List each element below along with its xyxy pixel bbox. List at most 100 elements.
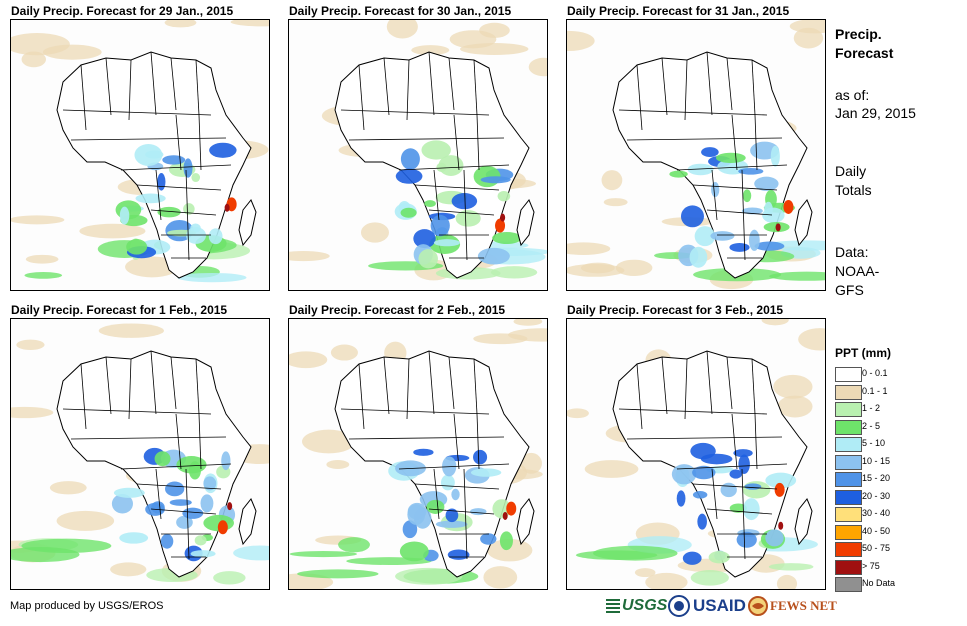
forecast-map-6: [566, 318, 826, 590]
heavy-precip-patch: [774, 482, 785, 497]
country-border: [754, 413, 758, 470]
usgs-logo-text: USGS: [622, 597, 668, 614]
panel-title-6: Daily Precip. Forecast for 3 Feb., 2015: [567, 303, 784, 317]
country-border: [170, 356, 177, 410]
country-border: [731, 114, 738, 171]
panel-title-2: Daily Precip. Forecast for 30 Jan., 2015: [289, 4, 512, 18]
country-border: [636, 64, 643, 131]
precip-patch: [754, 241, 785, 251]
country-border: [136, 184, 222, 191]
precip-patch: [449, 30, 497, 49]
precip-patch: [426, 499, 445, 514]
legend-label: 2 - 5: [862, 420, 881, 431]
country-border: [105, 356, 112, 415]
country-border: [692, 184, 778, 191]
usgs-logo: USGS: [606, 593, 667, 619]
country-border: [661, 57, 668, 116]
precip-patch: [164, 20, 197, 28]
country-border: [414, 184, 500, 191]
precip-patch: [680, 205, 704, 228]
country-border: [453, 413, 460, 470]
legend-label: 40 - 50: [862, 525, 891, 536]
country-border: [383, 356, 390, 415]
legend-swatch: [835, 437, 862, 452]
madagascar-outline: [516, 498, 535, 546]
precip-patch: [508, 328, 547, 342]
precip-patch: [694, 226, 716, 247]
precip-patch: [183, 203, 195, 215]
precip-patch: [513, 319, 543, 326]
precip-patch: [435, 520, 468, 528]
precip-patch: [200, 494, 214, 513]
precip-patch: [593, 545, 678, 561]
country-border: [726, 57, 733, 111]
data-source-line1: NOAA-: [835, 263, 880, 279]
precip-patch: [191, 173, 201, 183]
country-border: [398, 164, 510, 171]
precip-patch: [25, 254, 59, 264]
precip-patch: [330, 344, 358, 361]
legend-swatch: [835, 577, 862, 592]
precip-patch: [21, 51, 46, 68]
country-border: [428, 350, 435, 415]
precip-patch: [528, 57, 547, 77]
precip-patch: [157, 172, 166, 191]
country-border: [175, 114, 182, 171]
country-border: [185, 468, 190, 560]
country-border: [463, 169, 468, 261]
country-border: [684, 59, 688, 121]
precip-patch: [400, 207, 417, 218]
country-border: [428, 508, 495, 515]
precip-patch: [221, 451, 231, 471]
legend-swatch: [835, 402, 862, 417]
legend-label: > 75: [862, 560, 880, 571]
precip-patch: [473, 449, 488, 465]
legend-label: 30 - 40: [862, 508, 891, 518]
precip-patch: [700, 453, 733, 465]
country-border: [136, 483, 222, 490]
precip-patch: [743, 498, 760, 521]
country-border: [105, 57, 112, 116]
precip-patch: [451, 488, 460, 501]
country-border: [751, 59, 756, 116]
sidebar-title-line1: Precip.: [835, 26, 882, 42]
precip-patch: [742, 189, 752, 203]
country-border: [198, 114, 202, 171]
forecast-map-3: [566, 19, 826, 291]
precip-patch: [119, 532, 149, 544]
legend-swatch: [835, 524, 862, 540]
country-border: [150, 508, 217, 515]
precip-patch: [520, 452, 542, 474]
map-credit: Map produced by USGS/EROS: [10, 600, 164, 612]
precip-patch: [710, 231, 735, 241]
madagascar-outline: [516, 199, 535, 247]
legend-label: 5 - 10: [862, 438, 886, 448]
heavy-precip-patch: [506, 501, 517, 516]
precip-patch: [151, 501, 165, 514]
precip-patch: [770, 145, 780, 167]
precip-patch: [729, 469, 743, 479]
precip-patch: [676, 490, 686, 507]
precip-patch: [421, 140, 451, 160]
heavy-precip-patch: [502, 511, 508, 520]
precip-patch: [165, 481, 185, 497]
country-border: [80, 64, 87, 131]
precip-patch: [213, 571, 246, 585]
precip-patch: [483, 566, 518, 589]
country-border: [661, 356, 668, 415]
country-border: [80, 363, 87, 430]
heavy-precip-patch: [778, 521, 784, 530]
country-border: [706, 209, 773, 216]
daily-label-line2: Totals: [835, 182, 872, 198]
usaid-logo: USAID: [693, 593, 746, 619]
legend-swatch: [835, 472, 862, 487]
precip-patch: [289, 550, 358, 558]
precip-patch: [160, 533, 174, 549]
precip-patch: [773, 374, 813, 399]
precip-patch: [230, 20, 269, 27]
precip-patch: [326, 460, 350, 469]
country-border: [195, 59, 200, 116]
country-border: [406, 59, 410, 121]
precip-patch: [777, 395, 813, 418]
precip-patch: [424, 200, 436, 207]
